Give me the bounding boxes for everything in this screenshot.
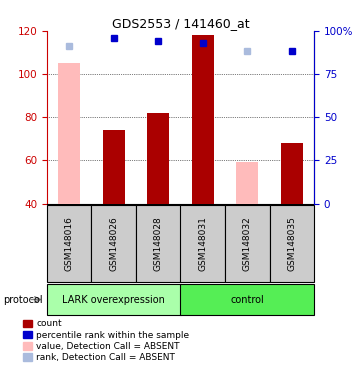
- Bar: [236, 162, 258, 204]
- Text: GSM148032: GSM148032: [243, 217, 252, 271]
- Text: protocol: protocol: [4, 295, 43, 305]
- Title: GDS2553 / 141460_at: GDS2553 / 141460_at: [112, 17, 249, 30]
- Text: GSM148031: GSM148031: [198, 217, 207, 271]
- Bar: [47, 284, 180, 315]
- Bar: [58, 63, 80, 204]
- Legend: count, percentile rank within the sample, value, Detection Call = ABSENT, rank, : count, percentile rank within the sample…: [23, 319, 189, 362]
- Bar: [180, 284, 314, 315]
- Text: GSM148026: GSM148026: [109, 217, 118, 271]
- Bar: [192, 35, 214, 204]
- Bar: [180, 205, 225, 282]
- Text: GSM148028: GSM148028: [154, 217, 163, 271]
- Bar: [136, 205, 180, 282]
- Text: control: control: [230, 295, 264, 305]
- Bar: [91, 205, 136, 282]
- Bar: [47, 205, 91, 282]
- Text: GSM148016: GSM148016: [65, 217, 74, 271]
- Text: LARK overexpression: LARK overexpression: [62, 295, 165, 305]
- Bar: [270, 205, 314, 282]
- Bar: [147, 113, 169, 204]
- Bar: [280, 143, 303, 204]
- Bar: [103, 130, 125, 204]
- Text: GSM148035: GSM148035: [287, 217, 296, 271]
- Bar: [225, 205, 270, 282]
